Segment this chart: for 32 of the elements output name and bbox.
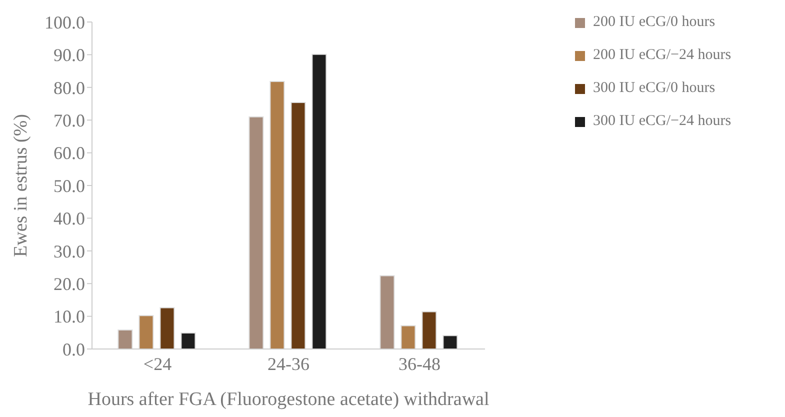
legend-label: 200 IU eCG/0 hours [593,14,716,31]
bar [290,102,306,349]
x-tick-label: 24-36 [268,354,310,374]
x-tick-label: <24 [143,354,172,374]
legend-label: 300 IU eCG/−24 hours [593,113,732,130]
y-tick-label: 0.0 [62,339,85,360]
bar [400,325,416,349]
y-tick-label: 10.0 [54,306,85,327]
legend-label: 300 IU eCG/0 hours [593,80,716,97]
bar [118,330,133,349]
y-tick-label: 70.0 [54,110,85,130]
y-axis-title: Ewes in estrus (%) [10,114,32,257]
y-tick-label: 60.0 [54,143,85,164]
y-tick-label: 30.0 [54,241,85,262]
y-tick-label: 90.0 [54,45,85,66]
x-axis-title: Hours after FGA (Fluorogestone acetate) withdrawal [88,389,490,410]
y-tick-label: 50.0 [54,176,85,196]
y-tick-label: 80.0 [54,78,85,98]
bar [160,307,175,349]
x-tick-label: 36-48 [398,354,440,374]
y-tick-label: 100.0 [44,12,85,32]
y-tick-label: 20.0 [54,274,85,294]
bar [270,81,285,349]
bar [380,275,395,349]
bar [312,54,327,349]
bar [138,315,154,349]
bar [180,332,196,349]
bar [248,116,264,349]
legend-label: 200 IU eCG/−24 hours [593,47,732,64]
y-tick-label: 40.0 [54,208,85,229]
bar [422,311,437,349]
bar [442,335,458,349]
